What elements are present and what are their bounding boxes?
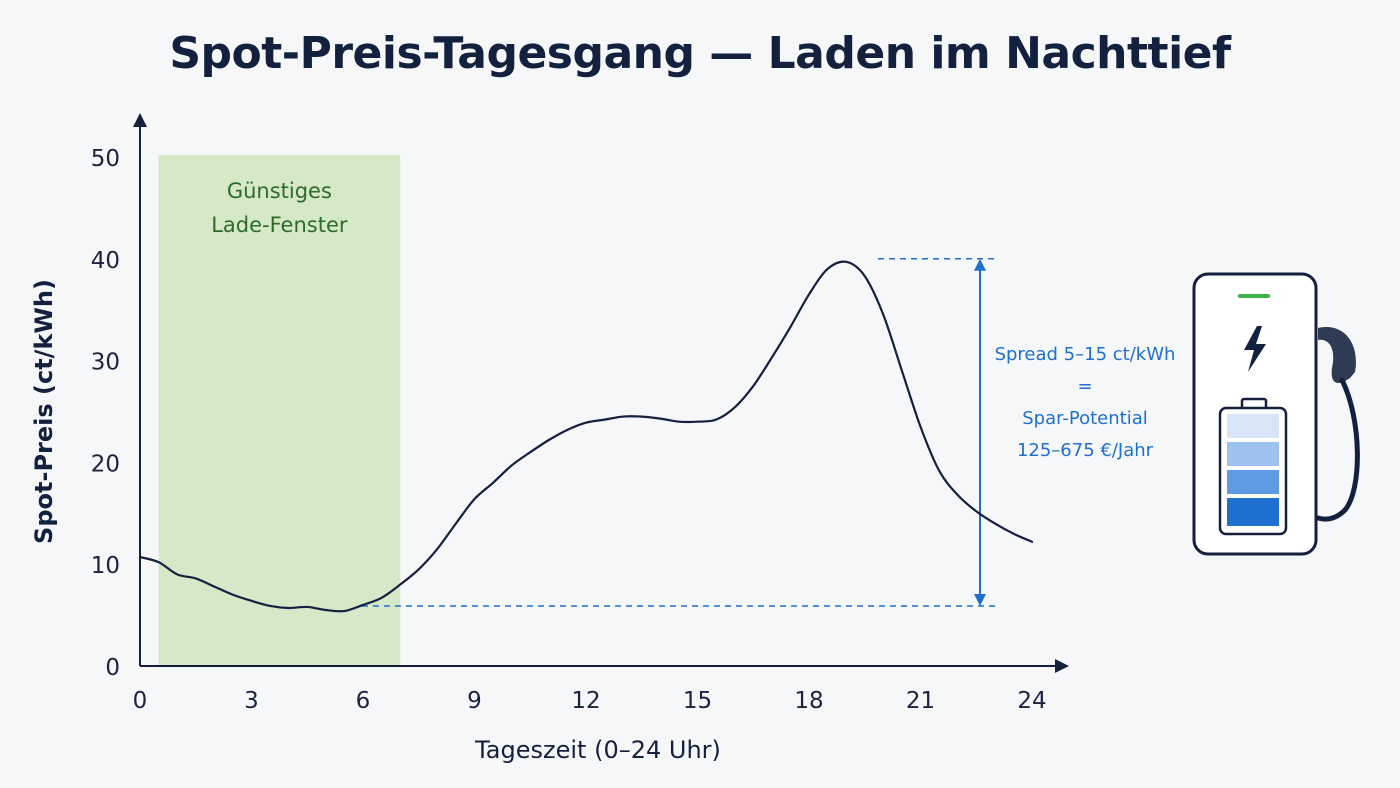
y-axis-title: Spot-Preis (ct/kWh): [30, 279, 58, 544]
x-tick-label: 9: [467, 688, 482, 714]
lightning-bolt-icon: [1244, 326, 1266, 372]
y-tick-label: 40: [91, 248, 120, 274]
x-tick-label: 3: [244, 688, 259, 714]
battery-icon: [1218, 397, 1288, 536]
y-tick-label: 0: [105, 655, 120, 681]
x-tick-label: 18: [794, 688, 823, 714]
spread-equals: =: [1077, 376, 1092, 397]
y-tick-label: 20: [91, 451, 120, 477]
ev-charger-icon: [1192, 272, 1360, 556]
savings-label: Spar-Potential: [1022, 408, 1147, 429]
x-tick-label: 0: [133, 688, 148, 714]
y-tick-labels: 0 10 20 30 40 50: [91, 146, 120, 681]
spread-label: Spread 5–15 ct/kWh: [995, 344, 1176, 365]
y-tick-label: 10: [91, 553, 120, 579]
cheap-charging-window: [158, 155, 401, 666]
y-tick-label: 50: [91, 146, 120, 172]
savings-value: 125–675 €/Jahr: [1017, 440, 1154, 461]
x-axis-title: Tageszeit (0–24 Uhr): [474, 736, 721, 764]
x-tick-labels: 0 3 6 9 12 15 18 21 24: [133, 688, 1047, 714]
x-tick-label: 6: [356, 688, 371, 714]
series-line-spot-price: [138, 260, 1034, 613]
x-tick-label: 24: [1017, 688, 1046, 714]
x-tick-label: 21: [906, 688, 935, 714]
y-tick-label: 30: [91, 350, 120, 376]
window-label-line1: Günstiges: [227, 179, 332, 203]
x-tick-label: 12: [571, 688, 600, 714]
chart-title: Spot-Preis-Tagesgang — Laden im Nachttie…: [169, 28, 1231, 79]
window-label-line2: Lade-Fenster: [211, 213, 348, 237]
x-tick-label: 15: [683, 688, 712, 714]
